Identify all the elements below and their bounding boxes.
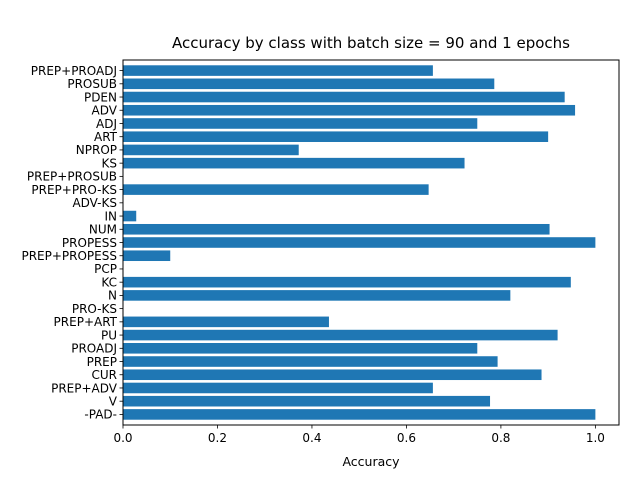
- x-axis-label: Accuracy: [342, 454, 400, 469]
- y-tick-label: PCP: [94, 262, 117, 276]
- bar-prosub: [123, 78, 495, 90]
- y-tick-label: PREP: [87, 355, 117, 369]
- bar-prep-adv: [123, 382, 433, 394]
- bars-group: [123, 65, 596, 420]
- y-tick-label: PREP+PROPESS: [21, 249, 117, 263]
- y-tick-label: ADJ: [96, 117, 117, 131]
- y-tick-label: IN: [104, 209, 117, 223]
- bar-in: [123, 210, 137, 222]
- bar-n: [123, 290, 511, 301]
- y-tick-label: KC: [101, 275, 117, 289]
- bar-art: [123, 131, 549, 142]
- y-tick-label: ART: [94, 130, 118, 144]
- y-tick-label: KS: [102, 156, 118, 170]
- y-tick-label: PREP+PROSUB: [27, 170, 117, 184]
- y-axis-ticks: -PAD-VPREP+ADVCURPREPPROADJPUPREP+ARTPRO…: [21, 64, 123, 422]
- y-tick-label: V: [109, 394, 118, 408]
- y-tick-label: CUR: [92, 368, 118, 382]
- bar-adj: [123, 118, 478, 129]
- y-tick-label: PRO-KS: [72, 302, 117, 316]
- y-tick-label: PROSUB: [67, 77, 117, 91]
- bar-propess: [123, 237, 596, 248]
- y-tick-label: PREP+ADV: [51, 381, 118, 395]
- x-tick-label: 1.0: [586, 431, 605, 445]
- y-tick-label: PREP+ART: [54, 315, 118, 329]
- bar-ks: [123, 157, 465, 169]
- bar-prep-art: [123, 316, 329, 328]
- y-tick-label: ADV-KS: [72, 196, 117, 210]
- y-tick-label: -PAD-: [84, 408, 117, 422]
- bar-v: [123, 395, 491, 407]
- bar-prep-proadj: [123, 65, 433, 76]
- bar-proadj: [123, 343, 478, 354]
- bar-adv: [123, 104, 576, 116]
- x-tick-label: 0.0: [113, 431, 132, 445]
- x-tick-label: 0.6: [397, 431, 416, 445]
- chart-title: Accuracy by class with batch size = 90 a…: [172, 34, 570, 52]
- y-tick-label: PROPESS: [62, 236, 117, 250]
- y-tick-label: PREP+PROADJ: [31, 64, 117, 78]
- bar-num: [123, 223, 550, 235]
- y-tick-label: NPROP: [76, 143, 117, 157]
- y-tick-label: PDEN: [84, 90, 117, 104]
- y-tick-label: N: [108, 289, 117, 303]
- bar-pad: [123, 409, 596, 420]
- bar-cur: [123, 369, 542, 381]
- bar-kc: [123, 276, 571, 288]
- bar-prep-propess: [123, 250, 171, 262]
- y-tick-label: ADV: [92, 104, 118, 118]
- plot-frame: [122, 59, 620, 426]
- bar-pu: [123, 329, 558, 341]
- y-tick-label: PU: [101, 328, 117, 342]
- y-tick-label: PROADJ: [71, 342, 117, 356]
- bar-nprop: [123, 144, 299, 156]
- x-axis-ticks: 0.0 0.2 0.4 0.6 0.8 1.0: [113, 425, 605, 445]
- y-tick-label: PREP+PRO-KS: [31, 183, 117, 197]
- bar-prep: [123, 356, 498, 367]
- y-tick-label: NUM: [89, 223, 117, 237]
- x-tick-label: 0.4: [302, 431, 321, 445]
- x-tick-label: 0.8: [491, 431, 510, 445]
- bar-pden: [123, 91, 565, 103]
- x-tick-label: 0.2: [208, 431, 227, 445]
- bar-prep-pro-ks: [123, 184, 429, 195]
